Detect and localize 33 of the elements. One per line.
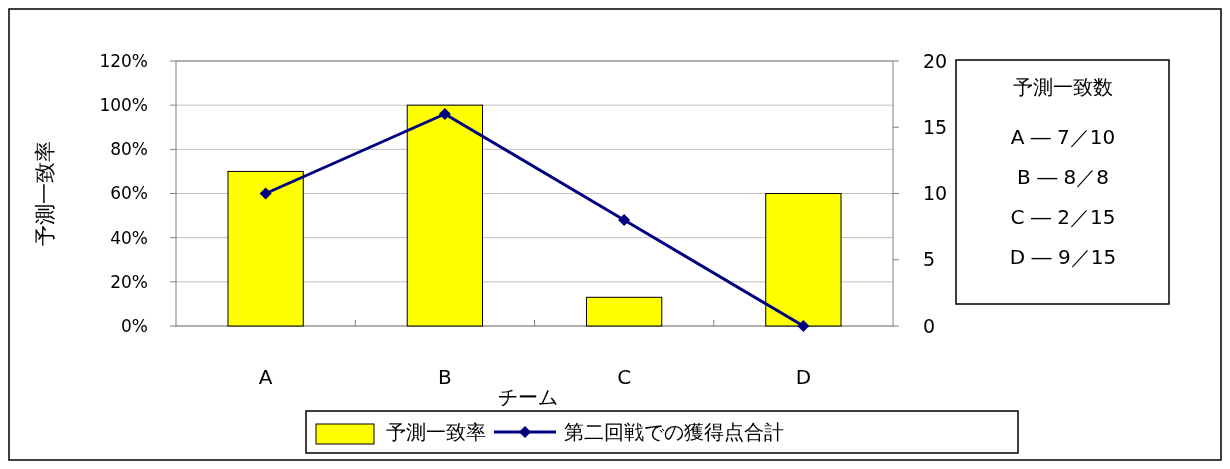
bar [406, 104, 484, 327]
x-tick-label: B [438, 365, 452, 389]
y2-tick-label: 20 [923, 49, 948, 72]
x-tick-label: C [617, 365, 632, 389]
y2-tick-label: 5 [923, 248, 936, 271]
text: D ― 9／15 [1009, 245, 1117, 269]
y2-tick-label: 10 [923, 182, 948, 205]
text: 予測一致数 [1013, 75, 1113, 99]
y-tick-label: 20% [110, 271, 148, 292]
y2-tick-label: 15 [923, 115, 948, 138]
y2-tick-label: 0 [923, 314, 936, 337]
text: B ― 8／8 [1017, 165, 1109, 189]
y-tick-label: 80% [110, 139, 148, 160]
y-tick-label: 40% [110, 227, 148, 248]
y-tick-label: 60% [110, 183, 148, 204]
x-tick-label: D [795, 365, 812, 389]
bar [227, 170, 304, 327]
x-tick-label: A [258, 365, 273, 389]
point [797, 320, 810, 332]
point [438, 108, 451, 120]
bar [765, 193, 842, 327]
y-tick-label: 120% [99, 50, 148, 71]
bar [585, 296, 663, 327]
text: C ― 2／15 [1010, 205, 1116, 229]
y-tick-label: 0% [121, 315, 148, 336]
y-tick-label: 100% [99, 95, 148, 116]
point [259, 187, 272, 200]
legend-label: 第二回戦での獲得点合計 [564, 420, 784, 444]
legend-label: 予測一致率 [386, 420, 486, 444]
text: A ― 7／10 [1010, 125, 1116, 149]
x-axis-title: チーム [498, 385, 558, 409]
point [618, 214, 631, 226]
y-axis-title: 予測一致率 [33, 141, 57, 246]
